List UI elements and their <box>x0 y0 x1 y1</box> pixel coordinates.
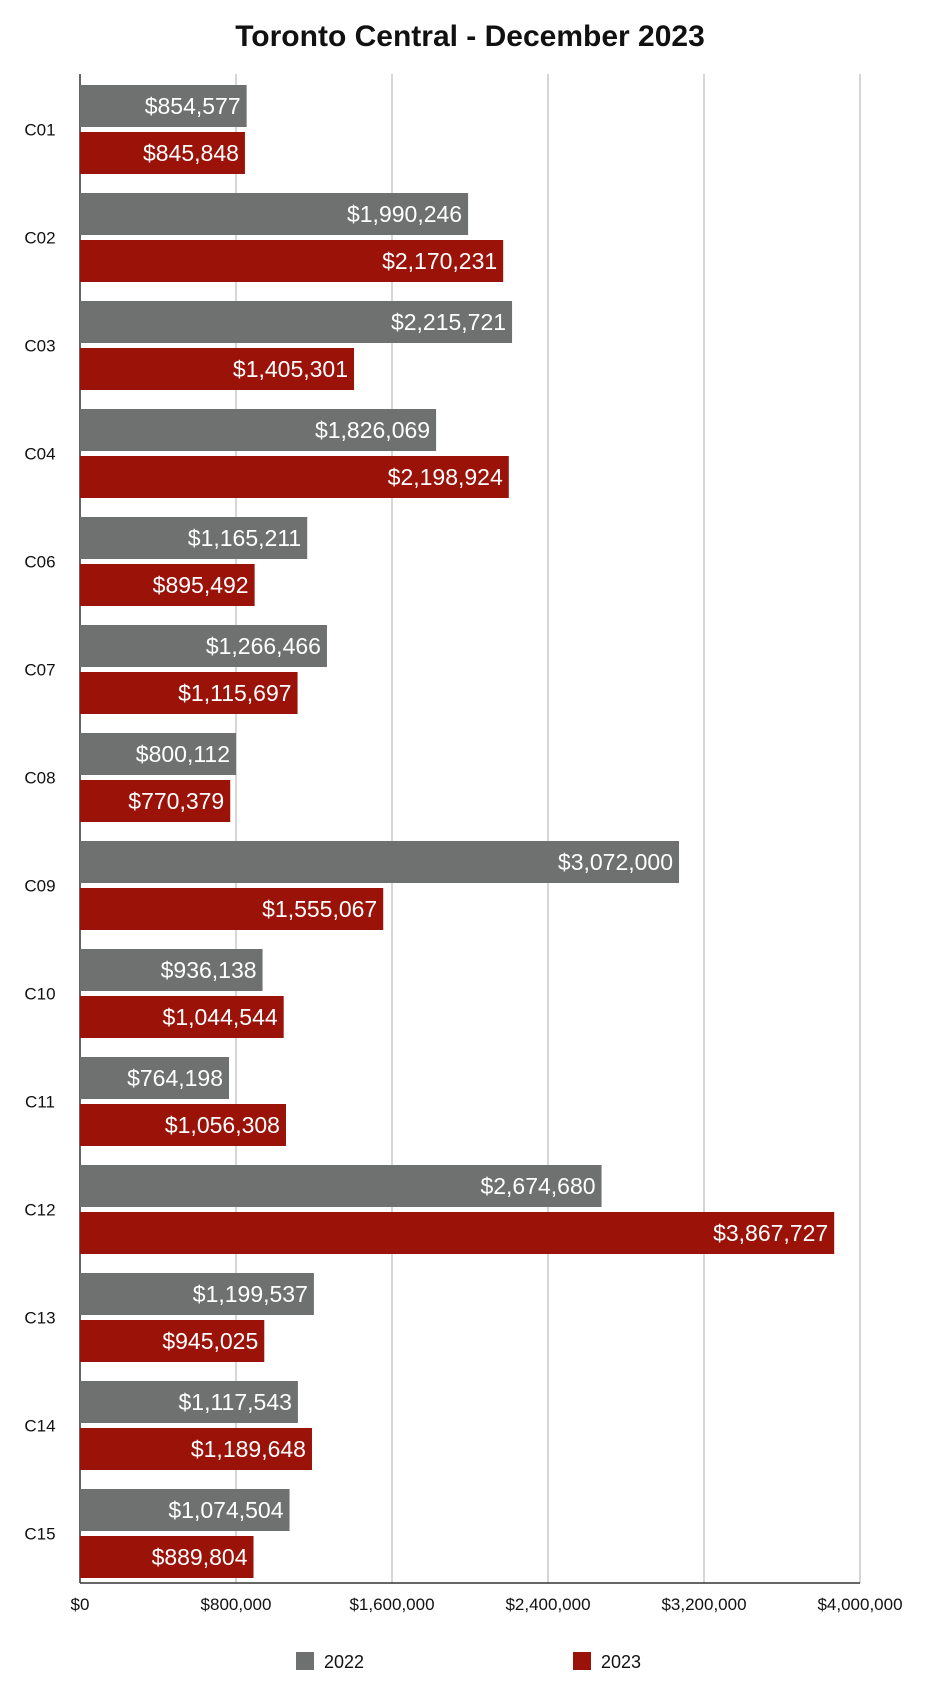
bar-value-label: $936,138 <box>161 957 257 983</box>
bar-2022-C06 <box>80 517 308 559</box>
bar-2023-C12 <box>80 1212 835 1254</box>
bar-2023-C01 <box>80 132 245 174</box>
bar-value-label: $1,189,648 <box>191 1436 306 1462</box>
bar-value-label: $1,115,697 <box>178 680 291 706</box>
category-label: C10 <box>24 985 55 1004</box>
bar-value-label: $1,074,504 <box>168 1497 283 1523</box>
bar-value-label: $1,555,067 <box>262 896 377 922</box>
bar-value-label: $2,198,924 <box>388 464 503 490</box>
legend-swatch-2023 <box>573 1652 591 1670</box>
bar-2022-C11 <box>80 1057 230 1099</box>
x-tick-label: $3,200,000 <box>661 1595 746 1614</box>
bar-value-label: $1,044,544 <box>163 1004 278 1030</box>
bar-value-label: $1,405,301 <box>233 356 348 382</box>
bar-2022-C03 <box>80 301 513 343</box>
legend: 2022 2023 <box>296 1652 641 1672</box>
legend-swatch-2022 <box>296 1652 314 1670</box>
bar-2023-C03 <box>80 348 355 390</box>
bar-value-label: $889,804 <box>152 1544 248 1570</box>
bar-value-label: $1,199,537 <box>193 1281 308 1307</box>
category-label: C15 <box>24 1525 55 1544</box>
bars: $854,577 $845,848 $1,990,246 $2,170,231 $2,2… <box>80 85 835 1578</box>
category-label: C03 <box>24 337 55 356</box>
bar-2023-C15 <box>80 1536 254 1578</box>
category-label: C13 <box>24 1309 55 1328</box>
x-axis-tick-labels: $0 $800,000 $1,600,000 $2,400,000 $3,200,000… <box>71 1595 903 1614</box>
bar-value-label: $2,674,680 <box>480 1173 595 1199</box>
bar-2022-C07 <box>80 625 327 667</box>
category-label: C01 <box>24 121 55 140</box>
bar-value-label: $854,577 <box>145 93 241 119</box>
bar-value-label: $800,112 <box>136 741 230 767</box>
bar-2022-C08 <box>80 733 237 775</box>
bar-2023-C13 <box>80 1320 265 1362</box>
legend-label-2023: 2023 <box>601 1652 641 1672</box>
bar-value-label: $770,379 <box>128 788 224 814</box>
bar-value-label: $895,492 <box>153 572 249 598</box>
bar-2023-C02 <box>80 240 504 282</box>
category-label: C06 <box>24 553 55 572</box>
bar-2022-C04 <box>80 409 437 451</box>
x-tick-label: $800,000 <box>201 1595 272 1614</box>
category-label: C11 <box>25 1093 55 1112</box>
legend-label-2022: 2022 <box>324 1652 364 1672</box>
category-label: C07 <box>24 661 55 680</box>
bar-2022-C10 <box>80 949 263 991</box>
category-label: C14 <box>24 1417 55 1436</box>
chart-title: Toronto Central - December 2023 <box>235 20 705 53</box>
x-tick-label: $4,000,000 <box>817 1595 902 1614</box>
bar-2023-C10 <box>80 996 284 1038</box>
bar-value-label: $1,990,246 <box>347 201 462 227</box>
bar-value-label: $845,848 <box>143 140 239 166</box>
bar-2023-C14 <box>80 1428 312 1470</box>
bar-value-label: $1,266,466 <box>206 633 321 659</box>
category-label: C12 <box>24 1201 55 1220</box>
bar-2022-C02 <box>80 193 469 235</box>
bar-value-label: $3,072,000 <box>558 849 673 875</box>
bar-value-label: $1,826,069 <box>315 417 430 443</box>
bar-value-label: $2,215,721 <box>391 309 506 335</box>
category-label: C04 <box>24 445 55 464</box>
bar-2022-C14 <box>80 1381 298 1423</box>
bar-2023-C11 <box>80 1104 286 1146</box>
x-tick-label: $0 <box>71 1595 90 1614</box>
bar-2023-C06 <box>80 564 255 606</box>
bar-value-label: $3,867,727 <box>713 1220 828 1246</box>
bar-value-label: $1,117,543 <box>179 1389 292 1415</box>
bar-2023-C08 <box>80 780 231 822</box>
category-label: C08 <box>24 769 55 788</box>
bar-2022-C01 <box>80 85 247 127</box>
bar-value-label: $2,170,231 <box>382 248 497 274</box>
x-tick-label: $1,600,000 <box>349 1595 434 1614</box>
category-label: C09 <box>24 877 55 896</box>
bar-value-label: $945,025 <box>162 1328 258 1354</box>
bar-value-label: $1,056,308 <box>165 1112 280 1138</box>
bar-2023-C07 <box>80 672 298 714</box>
bar-2023-C09 <box>80 888 384 930</box>
bar-2022-C13 <box>80 1273 314 1315</box>
category-labels: C01 C02 C03 C04 C06 C07 C08 C09 C10 C11 C12 C13 C14 C… <box>24 121 55 1544</box>
bar-2022-C12 <box>80 1165 602 1207</box>
category-label: C02 <box>24 229 55 248</box>
bar-value-label: $764,198 <box>127 1065 223 1091</box>
bar-2023-C04 <box>80 456 509 498</box>
bar-2022-C09 <box>80 841 680 883</box>
bar-value-label: $1,165,211 <box>188 525 301 551</box>
x-tick-label: $2,400,000 <box>505 1595 590 1614</box>
bar-2022-C15 <box>80 1489 290 1531</box>
